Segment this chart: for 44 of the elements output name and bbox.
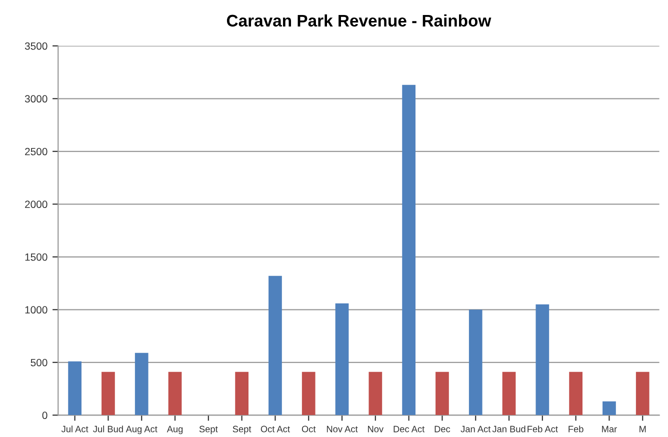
bar (102, 372, 115, 416)
x-tick-label: Jul Act (61, 426, 88, 432)
chart-title: Caravan Park Revenue - Rainbow (226, 14, 492, 27)
bar (302, 372, 316, 416)
x-tick-label: Jan Act (460, 426, 491, 432)
bar (235, 372, 248, 416)
bar (602, 401, 616, 416)
x-tick-label: Dec (434, 426, 450, 432)
x-tick-label: Jan Bud (492, 426, 526, 432)
x-tick-label: Jul Bud (93, 426, 123, 432)
x-tick-label: M (640, 426, 646, 432)
x-tick-label: Sept (232, 426, 252, 434)
x-tick-label: Feb (568, 426, 584, 432)
y-tick-label: 3000 (24, 95, 48, 103)
y-tick-label: 500 (30, 358, 48, 366)
y-tick-label: 3500 (24, 42, 48, 50)
bar (402, 84, 416, 416)
x-tick-label: Oct Act (260, 426, 290, 432)
x-tick-label: Nov Act (326, 426, 358, 432)
y-tick-label: 2500 (25, 148, 48, 156)
bar (134, 352, 148, 416)
x-tick-label: Dec Act (394, 426, 425, 432)
bar (335, 303, 349, 416)
x-tick-label: Sept (199, 426, 218, 434)
y-tick-label: 2000 (25, 200, 48, 208)
x-tick-label: Feb Act (528, 426, 558, 432)
y-tick-label: 0 (42, 412, 48, 420)
x-tick-label: Oct (302, 426, 316, 432)
bar (636, 372, 650, 416)
bar (502, 372, 516, 416)
bar (168, 372, 182, 416)
y-tick-label: 1500 (25, 253, 48, 261)
x-tick-label: Aug Act (126, 426, 158, 434)
bar (368, 372, 382, 416)
bar (436, 372, 449, 416)
bar (569, 372, 582, 416)
bar (468, 310, 482, 416)
x-tick-label: Nov (368, 426, 384, 432)
x-tick-label: Mar (602, 426, 617, 432)
y-tick-label: 1000 (25, 306, 48, 314)
bar (68, 361, 82, 416)
bar (536, 304, 550, 416)
x-tick-label: Aug (166, 426, 183, 434)
bar (268, 276, 282, 416)
